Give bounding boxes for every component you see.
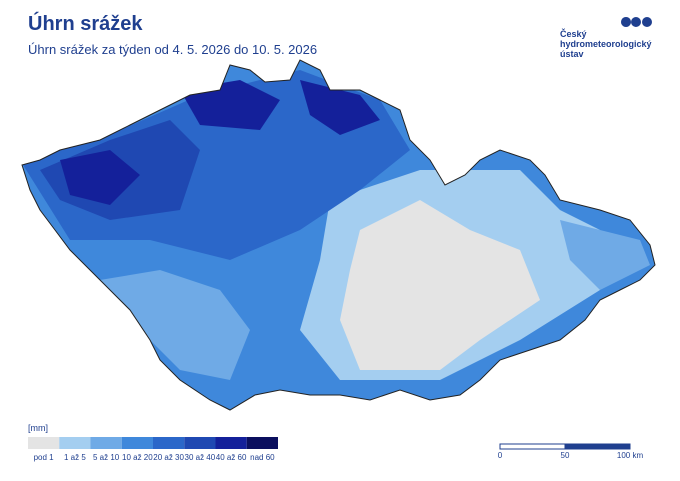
legend-label: 5 až 10 (93, 453, 120, 462)
zone (100, 270, 250, 380)
scale-label: 50 (561, 451, 570, 460)
logo-dot (642, 17, 652, 27)
legend-label: 30 až 40 (185, 453, 216, 462)
legend-swatch (246, 437, 278, 449)
zone (340, 200, 540, 370)
scale-segment (499, 443, 566, 450)
legend-swatch (90, 437, 122, 449)
legend-label: 1 až 5 (64, 453, 86, 462)
scale-bar: 0 50 100 km (498, 443, 644, 460)
legend-swatch (121, 437, 153, 449)
legend-swatch (184, 437, 216, 449)
scale-label: 0 (498, 451, 503, 460)
legend-swatch (28, 437, 60, 449)
legend-label: nad 60 (250, 453, 275, 462)
logo-dot (631, 17, 641, 27)
legend-swatch (215, 437, 247, 449)
legend-label: 10 až 20 (122, 453, 153, 462)
title: Úhrn srážek (28, 11, 143, 35)
logo-text: hydrometeorologický (560, 39, 652, 49)
subtitle: Úhrn srážek za týden od 4. 5. 2026 do 10… (28, 42, 317, 57)
legend-label: pod 1 (34, 453, 55, 462)
zone (60, 150, 140, 205)
logo-dot (621, 17, 632, 27)
logo: Český hydrometeorologický ústav (560, 17, 652, 59)
zone (560, 220, 650, 290)
legend-unit: [mm] (28, 423, 48, 433)
logo-text: Český (560, 28, 587, 39)
legend-swatch (153, 437, 185, 449)
scale-label: 100 km (617, 451, 644, 460)
zone (300, 80, 380, 135)
logo-text: ústav (560, 49, 584, 59)
legend-label: 40 až 60 (216, 453, 247, 462)
legend-swatch (59, 437, 91, 449)
legend: [mm] pod 1 1 až 5 5 až 10 10 až 20 20 až 30 3… (28, 423, 278, 462)
legend-label: 20 až 30 (153, 453, 184, 462)
scale-segment (564, 443, 631, 450)
